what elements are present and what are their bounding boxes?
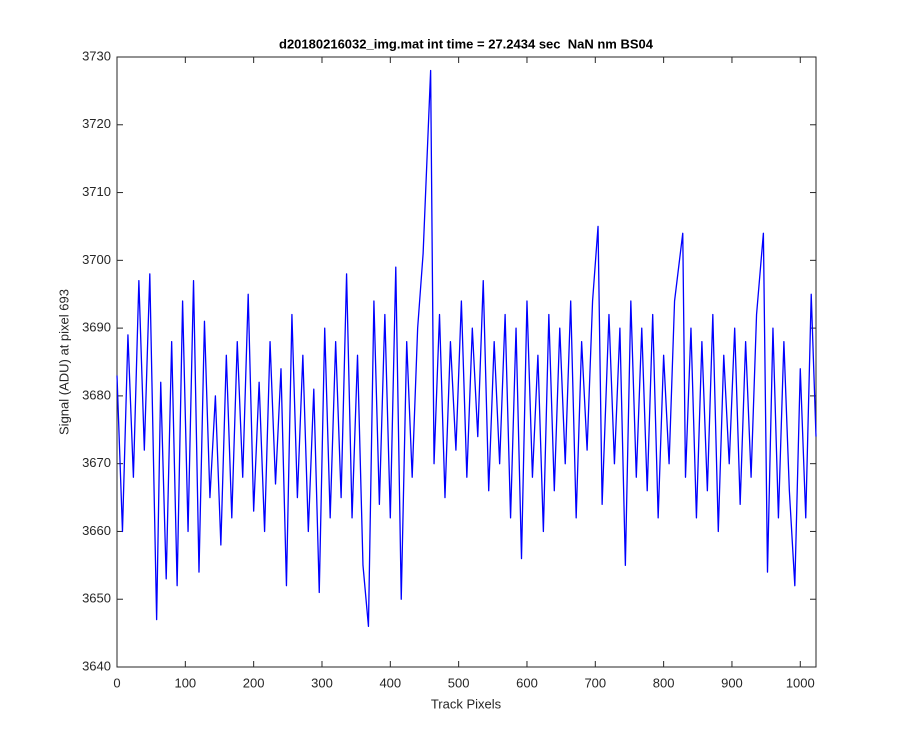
chart-title: d20180216032_img.mat int time = 27.2434 … — [279, 36, 654, 51]
x-tick-label: 600 — [516, 675, 538, 690]
x-tick-label: 300 — [311, 675, 333, 690]
plot-box — [116, 56, 817, 668]
y-tick-label: 3670 — [82, 455, 111, 470]
y-tick-label: 3640 — [82, 658, 111, 673]
y-tick-label: 3710 — [82, 184, 111, 199]
x-tick-label: 100 — [174, 675, 196, 690]
x-tick-label: 900 — [721, 675, 743, 690]
y-tick-label: 3700 — [82, 252, 111, 267]
x-tick-label: 200 — [243, 675, 265, 690]
x-tick-label: 500 — [448, 675, 470, 690]
x-tick-label: 400 — [379, 675, 401, 690]
y-axis-label: Signal (ADU) at pixel 693 — [56, 289, 71, 435]
y-tick-label: 3680 — [82, 387, 111, 402]
y-tick-label: 3730 — [82, 48, 111, 63]
y-tick-label: 3690 — [82, 320, 111, 335]
data-line — [116, 69, 817, 627]
x-axis-label: Track Pixels — [431, 696, 502, 711]
x-tick-label: 800 — [653, 675, 675, 690]
y-tick-label: 3660 — [82, 523, 111, 538]
y-tick-label: 3720 — [82, 116, 111, 131]
x-tick-label: 0 — [113, 675, 120, 690]
x-tick-label: 1000 — [786, 675, 815, 690]
x-tick-label: 700 — [584, 675, 606, 690]
y-tick-label: 3650 — [82, 591, 111, 606]
